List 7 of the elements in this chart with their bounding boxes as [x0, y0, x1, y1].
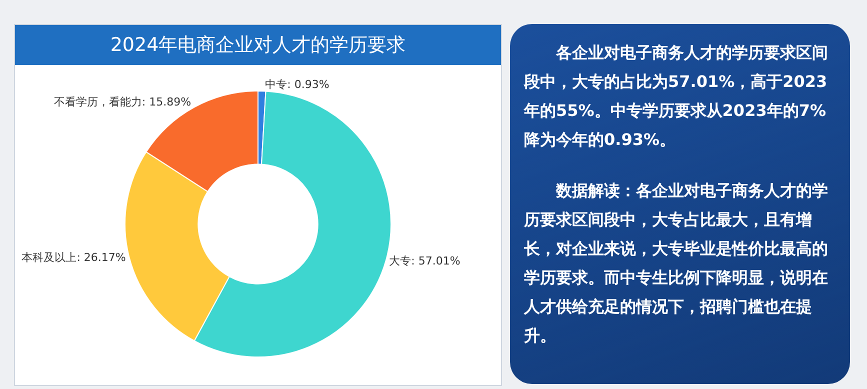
slice-label: 本科及以上: 26.17%: [22, 250, 126, 264]
text: 各企业对电子商务人才的学历要求区间段中，大专的占比为57.01%，高于2023年的55%。中专学历要求从2023年的7%降为今年的0.93%。: [524, 42, 829, 151]
slice-label: 中专: 0.93%: [265, 78, 330, 92]
slice-label: 大专: 57.01%: [389, 254, 460, 268]
chart-title: 2024年电商企业对人才的学历要求: [15, 25, 501, 65]
text: 数据解读：各企业对电子商务人才的学历要求区间段中，大专占比最大，且有增长，对企业来说，大专毕业是性价比最高的学历要求。而中专生比例下降明显，说明在人才供给充足的情况下，招聘门槛也在提升。: [524, 180, 829, 347]
slice-label: 不看学历，看能力: 15.89%: [54, 96, 192, 109]
